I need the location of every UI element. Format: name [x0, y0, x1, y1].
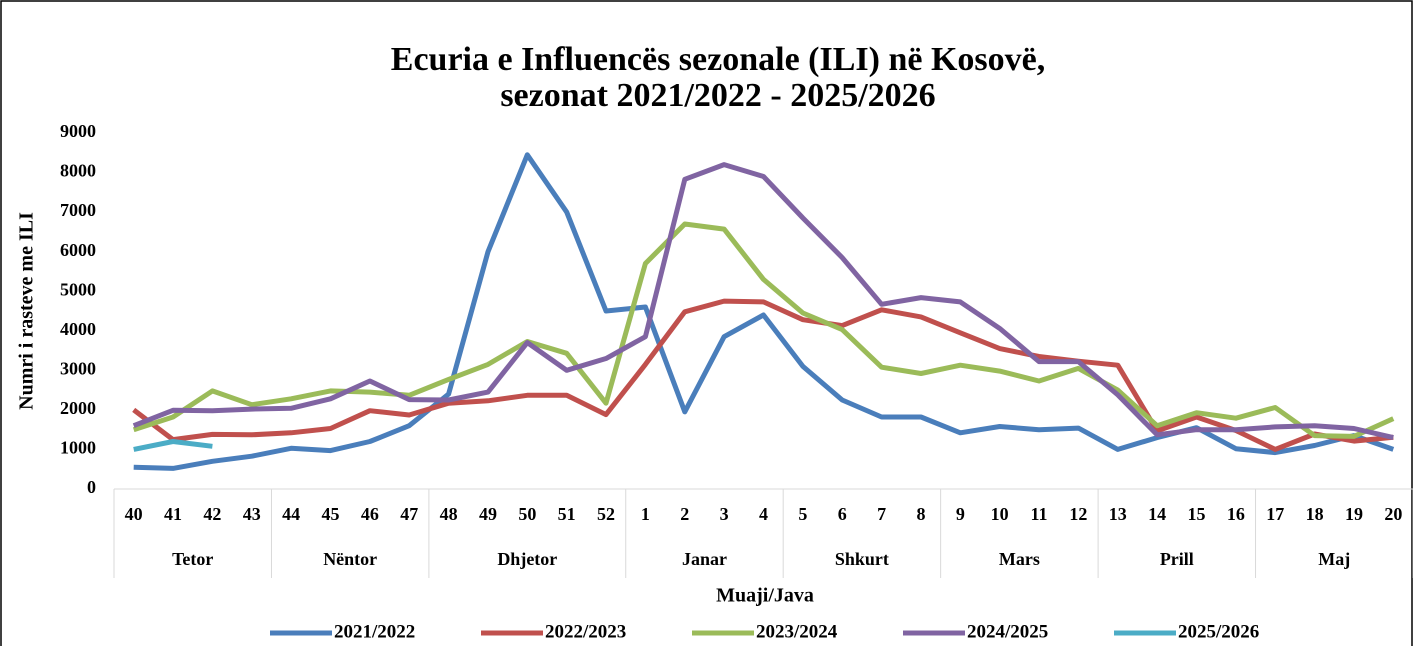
x-tick-label: 49 [479, 504, 497, 524]
chart-title: Ecuria e Influencës sezonale (ILI) në Ko… [391, 41, 1045, 78]
x-tick-label: 18 [1306, 504, 1324, 524]
x-tick-label: 41 [164, 504, 182, 524]
series-line [132, 221, 1395, 439]
x-tick-label: 44 [282, 504, 300, 524]
x-tick-label: 3 [720, 504, 729, 524]
x-tick-label: 15 [1188, 504, 1206, 524]
x-tick-label: 8 [916, 504, 925, 524]
x-group-label: Prill [1160, 549, 1194, 569]
y-tick-label: 9000 [60, 121, 96, 141]
x-group-label: Shkurt [835, 549, 889, 569]
legend-label: 2021/2022 [334, 621, 415, 642]
y-tick-label: 4000 [60, 319, 96, 339]
legend-label: 2022/2023 [545, 621, 626, 642]
legend-label: 2025/2026 [1178, 621, 1259, 642]
y-tick-label: 6000 [60, 240, 96, 260]
x-tick-label: 6 [838, 504, 847, 524]
x-group-label: Dhjetor [497, 549, 557, 569]
chart-title: sezonat 2021/2022 - 2025/2026 [500, 77, 935, 114]
x-tick-label: 2 [680, 504, 689, 524]
series-line [132, 162, 1394, 441]
x-tick-label: 46 [361, 504, 379, 524]
x-tick-label: 13 [1109, 504, 1127, 524]
y-tick-label: 7000 [60, 200, 96, 220]
x-group-label: Mars [999, 549, 1040, 569]
legend-label: 2023/2024 [756, 621, 838, 642]
x-tick-label: 51 [558, 504, 576, 524]
x-tick-label: 48 [440, 504, 458, 524]
x-tick-label: 47 [400, 504, 418, 524]
y-tick-label: 3000 [60, 358, 96, 378]
x-group-label: Janar [682, 549, 727, 569]
x-tick-label: 19 [1345, 504, 1363, 524]
x-tick-label: 50 [518, 504, 536, 524]
series-line [133, 439, 213, 452]
y-tick-label: 0 [87, 477, 96, 497]
series-line [132, 298, 1394, 452]
x-tick-label: 42 [203, 504, 221, 524]
x-axis-title: Muaji/Java [716, 585, 814, 607]
x-tick-label: 16 [1227, 504, 1245, 524]
x-tick-label: 14 [1148, 504, 1166, 524]
x-tick-label: 11 [1031, 504, 1048, 524]
x-tick-label: 7 [877, 504, 886, 524]
x-tick-label: 45 [322, 504, 340, 524]
x-group-label: Nëntor [323, 549, 377, 569]
legend-label: 2024/2025 [967, 621, 1048, 642]
x-tick-label: 9 [956, 504, 965, 524]
x-tick-label: 10 [991, 504, 1009, 524]
y-axis-title: Numri i rasteve me ILI [16, 212, 38, 410]
x-tick-label: 5 [798, 504, 807, 524]
x-tick-label: 40 [125, 504, 143, 524]
x-tick-label: 4 [759, 504, 768, 524]
y-tick-label: 1000 [60, 438, 96, 458]
x-tick-label: 17 [1266, 504, 1284, 524]
x-tick-label: 52 [597, 504, 615, 524]
y-tick-label: 5000 [60, 279, 96, 299]
x-tick-label: 43 [243, 504, 261, 524]
x-group-label: Maj [1318, 549, 1350, 569]
x-tick-label: 20 [1384, 504, 1402, 524]
x-group-label: Tetor [172, 549, 213, 569]
x-tick-label: 1 [641, 504, 650, 524]
x-tick-label: 12 [1069, 504, 1087, 524]
y-tick-label: 2000 [60, 398, 96, 418]
y-tick-label: 8000 [60, 161, 96, 181]
